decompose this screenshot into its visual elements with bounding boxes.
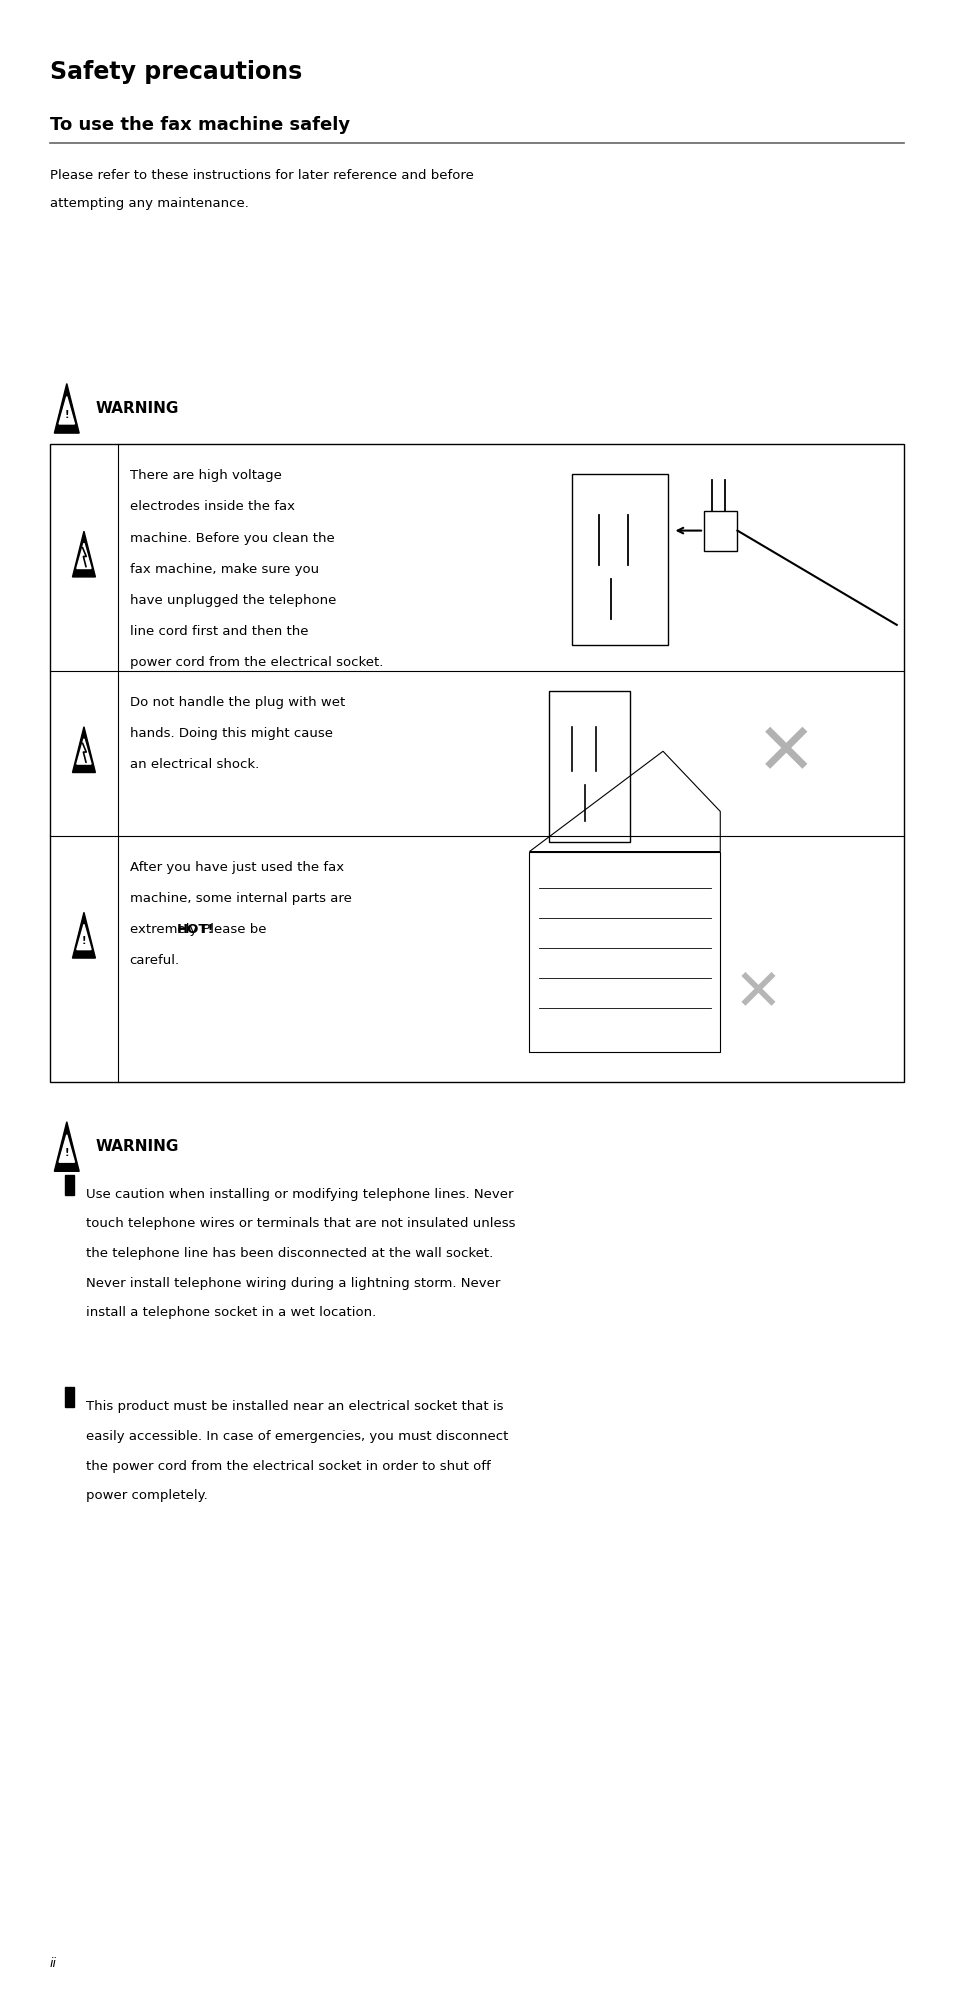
Text: power cord from the electrical socket.: power cord from the electrical socket.	[130, 656, 383, 668]
Text: attempting any maintenance.: attempting any maintenance.	[50, 196, 248, 209]
Text: have unplugged the telephone: have unplugged the telephone	[130, 593, 335, 606]
Polygon shape	[77, 924, 91, 950]
Polygon shape	[72, 728, 95, 774]
Bar	[703, 511, 737, 551]
Polygon shape	[72, 531, 95, 577]
Text: install a telephone socket in a wet location.: install a telephone socket in a wet loca…	[86, 1305, 375, 1319]
Text: WARNING: WARNING	[95, 1139, 178, 1153]
Bar	[572, 475, 667, 646]
Polygon shape	[54, 1123, 79, 1171]
Polygon shape	[77, 543, 91, 569]
Bar	[65, 1175, 74, 1195]
Text: Safety precautions: Safety precautions	[50, 60, 301, 84]
Text: Please be: Please be	[197, 922, 266, 934]
Bar	[529, 852, 720, 1053]
Polygon shape	[77, 740, 91, 764]
Text: Do not handle the plug with wet: Do not handle the plug with wet	[130, 696, 345, 708]
Text: hands. Doing this might cause: hands. Doing this might cause	[130, 726, 333, 740]
Text: To use the fax machine safely: To use the fax machine safely	[50, 116, 350, 134]
Polygon shape	[72, 912, 95, 958]
Text: the telephone line has been disconnected at the wall socket.: the telephone line has been disconnected…	[86, 1247, 493, 1259]
Text: WARNING: WARNING	[95, 401, 178, 415]
Text: easily accessible. In case of emergencies, you must disconnect: easily accessible. In case of emergencie…	[86, 1430, 508, 1442]
Text: the power cord from the electrical socket in order to shut off: the power cord from the electrical socke…	[86, 1460, 490, 1472]
Text: machine, some internal parts are: machine, some internal parts are	[130, 890, 352, 904]
Text: Use caution when installing or modifying telephone lines. Never: Use caution when installing or modifying…	[86, 1187, 513, 1199]
Text: touch telephone wires or terminals that are not insulated unless: touch telephone wires or terminals that …	[86, 1217, 515, 1229]
Text: !: !	[65, 409, 69, 419]
Text: HOT!: HOT!	[176, 922, 214, 934]
Text: careful.: careful.	[130, 954, 180, 966]
Text: machine. Before you clean the: machine. Before you clean the	[130, 531, 335, 543]
Text: !: !	[82, 936, 86, 946]
Text: Please refer to these instructions for later reference and before: Please refer to these instructions for l…	[50, 168, 473, 180]
Bar	[50, 445, 903, 1083]
Text: power completely.: power completely.	[86, 1488, 208, 1502]
Text: extremely: extremely	[130, 922, 201, 934]
Polygon shape	[54, 385, 79, 433]
Text: fax machine, make sure you: fax machine, make sure you	[130, 561, 318, 575]
Text: electrodes inside the fax: electrodes inside the fax	[130, 499, 294, 513]
Text: After you have just used the fax: After you have just used the fax	[130, 860, 343, 872]
Text: !: !	[65, 1147, 69, 1157]
Text: This product must be installed near an electrical socket that is: This product must be installed near an e…	[86, 1399, 503, 1412]
Text: line cord first and then the: line cord first and then the	[130, 626, 308, 638]
Text: Never install telephone wiring during a lightning storm. Never: Never install telephone wiring during a …	[86, 1275, 499, 1289]
Text: ✕: ✕	[733, 964, 782, 1021]
Bar	[548, 692, 629, 842]
Bar	[65, 1387, 74, 1408]
Text: ✕: ✕	[755, 720, 816, 788]
Text: There are high voltage: There are high voltage	[130, 469, 281, 481]
Polygon shape	[59, 397, 74, 425]
Polygon shape	[59, 1135, 74, 1163]
Text: an electrical shock.: an electrical shock.	[130, 758, 258, 770]
Text: ii: ii	[50, 1957, 56, 1969]
